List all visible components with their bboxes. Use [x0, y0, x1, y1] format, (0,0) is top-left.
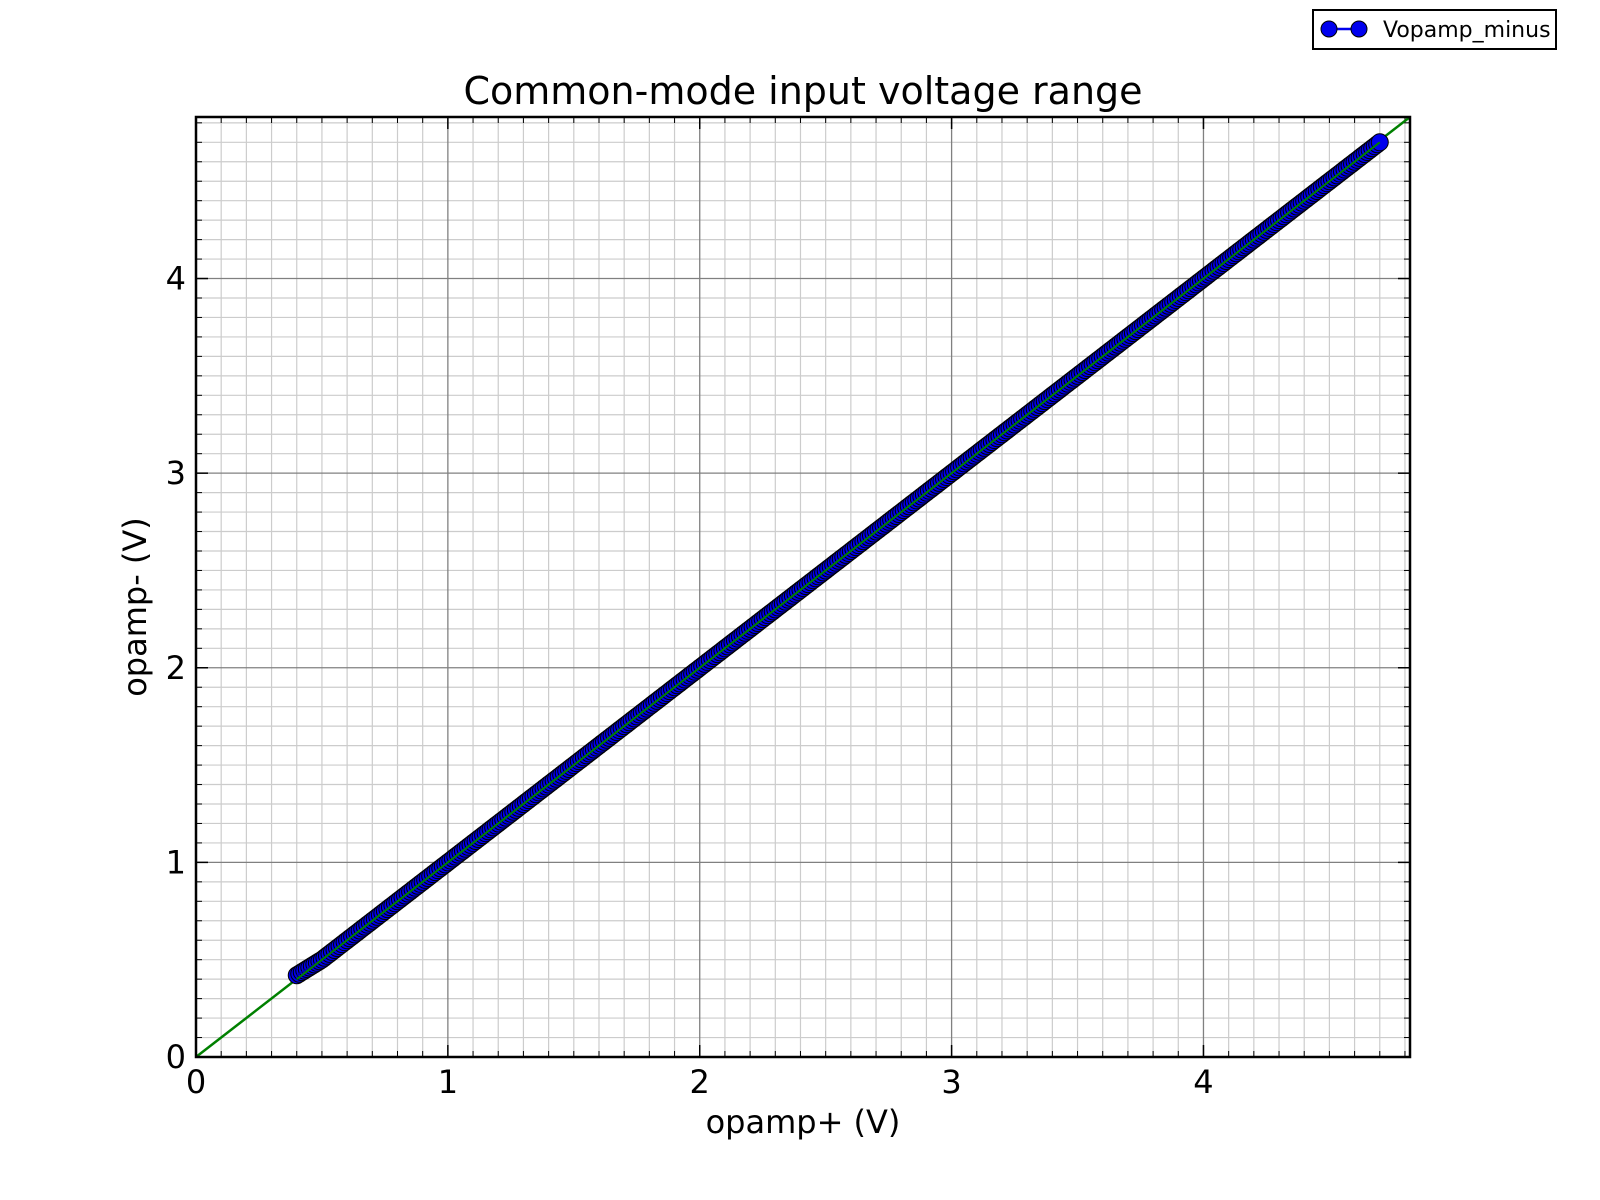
legend-label: Vopamp_minus [1383, 18, 1551, 43]
y-axis-label: opamp- (V) [116, 517, 154, 697]
y-tick-label: 2 [166, 649, 186, 687]
y-tick-label: 1 [166, 843, 186, 881]
x-tick-label: 1 [438, 1063, 458, 1101]
minor-grid [196, 117, 1410, 1057]
y-tick-label: 0 [166, 1038, 186, 1076]
legend: Vopamp_minus [1312, 9, 1557, 50]
y-tick-label: 3 [166, 454, 186, 492]
major-grid [196, 117, 1410, 1057]
legend-marker [1320, 20, 1338, 38]
x-tick-label: 2 [690, 1063, 710, 1101]
x-tick-label: 4 [1193, 1063, 1213, 1101]
tick-labels: 0 1 2 3 4 0 1 2 3 4 [166, 260, 1214, 1101]
chart-title: Common-mode input voltage range [463, 69, 1142, 113]
reference-overlay [296, 141, 1381, 980]
legend-marker [1350, 20, 1368, 38]
y-tick-label: 4 [166, 260, 186, 298]
x-tick-label: 0 [186, 1063, 206, 1101]
series-line [296, 141, 1381, 980]
plot-frame [194, 115, 1412, 1059]
x-tick-label: 3 [941, 1063, 961, 1101]
x-axis-label: opamp+ (V) [706, 1103, 901, 1141]
